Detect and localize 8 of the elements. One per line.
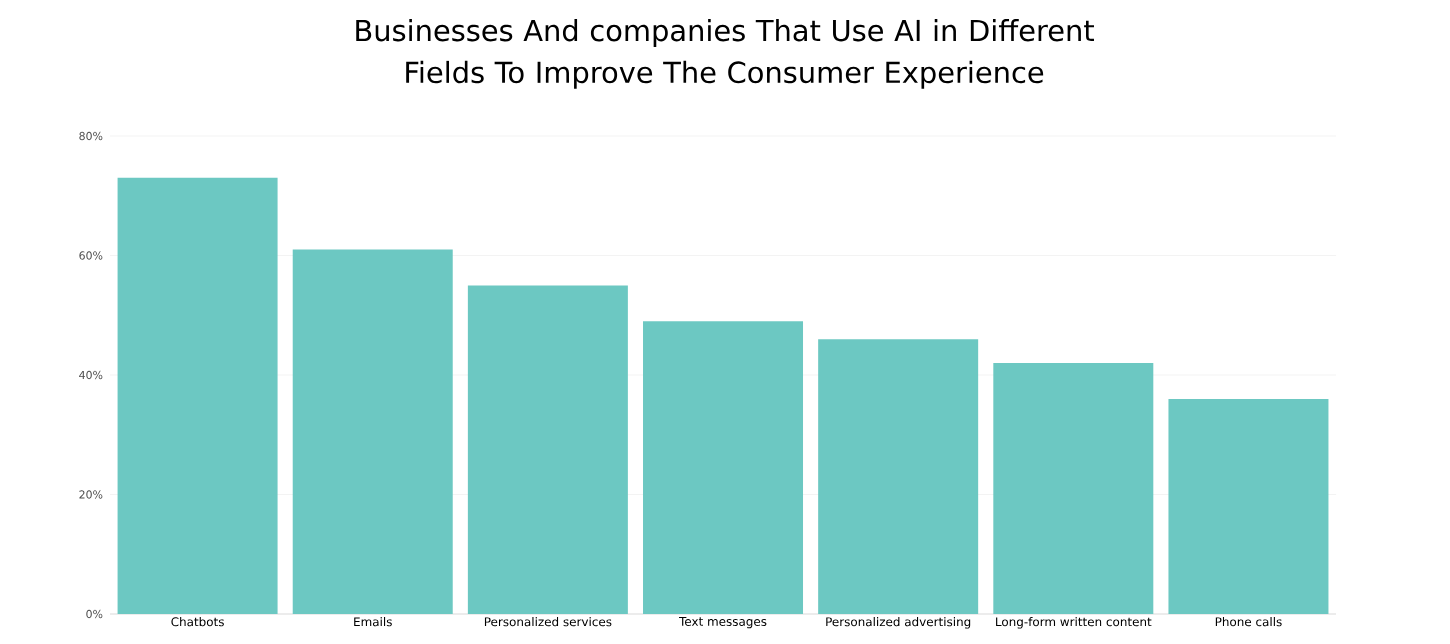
bar bbox=[1168, 398, 1329, 614]
chart-title: Businesses And companies That Use AI in Different Fields To Improve The Consumer Experience bbox=[356, 19, 1094, 89]
bar bbox=[818, 339, 979, 614]
bar bbox=[292, 249, 453, 614]
bar bbox=[467, 285, 628, 614]
bar bbox=[993, 363, 1154, 614]
bar bbox=[117, 177, 278, 614]
bar bbox=[643, 321, 804, 614]
